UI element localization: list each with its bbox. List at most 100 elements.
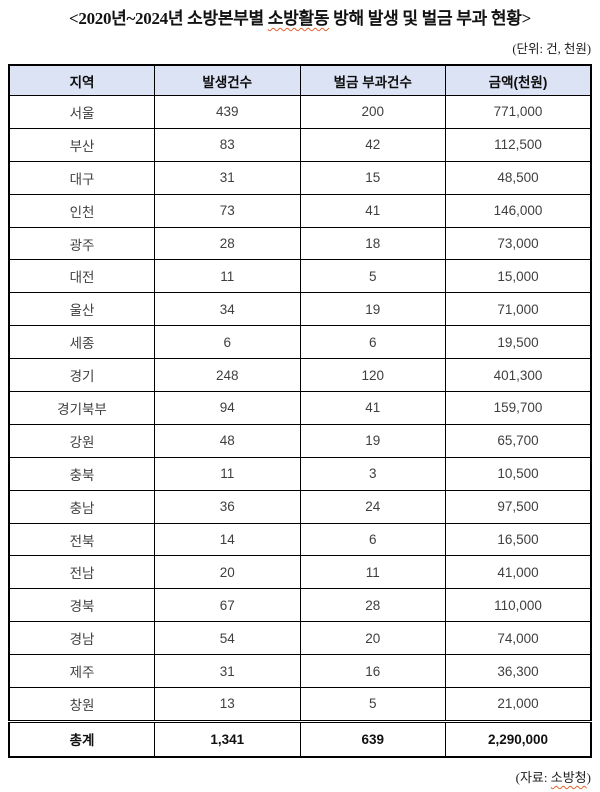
- table-footer: 총계 1,341 639 2,290,000: [8, 719, 592, 758]
- occurrences-cell: 11: [154, 259, 301, 294]
- page-title: <2020년~2024년 소방본부별 소방활동 방해 발생 및 벌금 부과 현황…: [8, 6, 592, 32]
- table-header: 지역 발생건수 벌금 부과건수 금액(천원): [8, 64, 592, 96]
- region-cell: 전남: [8, 555, 155, 590]
- fine-cases-cell: 16: [299, 654, 446, 689]
- table-row: 전북 14 6 16,500: [8, 522, 592, 557]
- amount-cell: 73,000: [445, 226, 592, 261]
- column-header-amount: 금액(천원): [445, 64, 592, 96]
- region-cell: 울산: [8, 292, 155, 327]
- table-row: 대구 31 15 48,500: [8, 160, 592, 195]
- table-row: 서울 439 200 771,000: [8, 95, 592, 129]
- column-header-fine-cases: 벌금 부과건수: [299, 64, 446, 96]
- region-cell: 서울: [8, 95, 155, 129]
- total-row: 총계 1,341 639 2,290,000: [8, 719, 592, 758]
- region-cell: 전북: [8, 522, 155, 557]
- table-row: 경기북부 94 41 159,700: [8, 391, 592, 425]
- occurrences-cell: 48: [154, 423, 301, 458]
- amount-cell: 21,000: [445, 687, 592, 722]
- region-cell: 인천: [8, 193, 155, 228]
- table-row: 세종 6 6 19,500: [8, 325, 592, 360]
- occurrences-cell: 14: [154, 522, 301, 557]
- occurrences-cell: 36: [154, 489, 301, 524]
- occurrences-cell: 31: [154, 654, 301, 689]
- occurrences-cell: 31: [154, 160, 301, 195]
- table-row: 전남 20 11 41,000: [8, 555, 592, 590]
- amount-cell: 48,500: [445, 160, 592, 195]
- region-cell: 경기: [8, 358, 155, 393]
- region-fine-table: 지역 발생건수 벌금 부과건수 금액(천원) 서울 439 200 771,000 부산…: [8, 64, 592, 758]
- region-cell: 대전: [8, 259, 155, 294]
- header-row: 지역 발생건수 벌금 부과건수 금액(천원): [8, 64, 592, 96]
- fine-cases-cell: 28: [299, 588, 446, 623]
- occurrences-cell: 83: [154, 127, 301, 162]
- amount-cell: 112,500: [445, 127, 592, 162]
- amount-cell: 19,500: [445, 325, 592, 360]
- table-row: 경북 67 28 110,000: [8, 588, 592, 623]
- source-note-spellchecked-word: 소방청: [550, 769, 587, 785]
- region-cell: 창원: [8, 687, 155, 722]
- unit-note: (단위: 건, 천원): [512, 42, 591, 56]
- source-note-part1: (자료:: [515, 769, 551, 785]
- table-row: 부산 83 42 112,500: [8, 127, 592, 162]
- table-row: 제주 31 16 36,300: [8, 654, 592, 689]
- table-row: 강원 48 19 65,700: [8, 423, 592, 458]
- region-cell: 대구: [8, 160, 155, 195]
- occurrences-cell: 94: [154, 391, 301, 425]
- page-title-part1: <2020년~2024년 소방본부별: [68, 9, 268, 28]
- amount-cell: 146,000: [445, 193, 592, 228]
- occurrences-cell: 439: [154, 95, 301, 129]
- amount-cell: 16,500: [445, 522, 592, 557]
- table-row: 창원 13 5 21,000: [8, 687, 592, 722]
- fine-cases-cell: 5: [299, 259, 446, 294]
- table-row: 충남 36 24 97,500: [8, 489, 592, 524]
- region-cell: 충북: [8, 456, 155, 491]
- fine-cases-cell: 19: [299, 423, 446, 458]
- region-cell: 경기북부: [8, 391, 155, 425]
- total-amount-cell: 2,290,000: [445, 719, 592, 758]
- table-row: 인천 73 41 146,000: [8, 193, 592, 228]
- fine-cases-cell: 6: [299, 522, 446, 557]
- amount-cell: 771,000: [445, 95, 592, 129]
- amount-cell: 15,000: [445, 259, 592, 294]
- table-row: 경기 248 120 401,300: [8, 358, 592, 393]
- fine-cases-cell: 18: [299, 226, 446, 261]
- amount-cell: 97,500: [445, 489, 592, 524]
- region-cell: 부산: [8, 127, 155, 162]
- table-row: 경남 54 20 74,000: [8, 621, 592, 656]
- fine-cases-cell: 20: [299, 621, 446, 656]
- fine-cases-cell: 5: [299, 687, 446, 722]
- region-cell: 경남: [8, 621, 155, 656]
- fine-cases-cell: 6: [299, 325, 446, 360]
- table-row: 울산 34 19 71,000: [8, 292, 592, 327]
- column-header-occurrences: 발생건수: [154, 64, 301, 96]
- fine-cases-cell: 42: [299, 127, 446, 162]
- occurrences-cell: 54: [154, 621, 301, 656]
- fine-cases-cell: 15: [299, 160, 446, 195]
- region-cell: 제주: [8, 654, 155, 689]
- occurrences-cell: 13: [154, 687, 301, 722]
- total-fine-cases-cell: 639: [299, 719, 446, 758]
- region-cell: 강원: [8, 423, 155, 458]
- table-row: 광주 28 18 73,000: [8, 226, 592, 261]
- source-note: (자료: 소방청): [8, 767, 591, 786]
- fine-cases-cell: 11: [299, 555, 446, 590]
- region-cell: 충남: [8, 489, 155, 524]
- occurrences-cell: 67: [154, 588, 301, 623]
- table-row: 대전 11 5 15,000: [8, 259, 592, 294]
- occurrences-cell: 73: [154, 193, 301, 228]
- region-cell: 광주: [8, 226, 155, 261]
- source-note-part2: ): [586, 769, 591, 785]
- fine-cases-cell: 200: [299, 95, 446, 129]
- amount-cell: 10,500: [445, 456, 592, 491]
- amount-cell: 159,700: [445, 391, 592, 425]
- page-title-part2: 방해 발생 및 벌금 부과 현황>: [329, 9, 531, 28]
- region-cell: 세종: [8, 325, 155, 360]
- occurrences-cell: 11: [154, 456, 301, 491]
- total-occurrences-cell: 1,341: [154, 719, 301, 758]
- amount-cell: 41,000: [445, 555, 592, 590]
- table-body: 서울 439 200 771,000 부산 83 42 112,500 대구 31 15 48,500…: [8, 95, 592, 722]
- occurrences-cell: 6: [154, 325, 301, 360]
- total-label-cell: 총계: [8, 719, 155, 758]
- column-header-region: 지역: [8, 64, 155, 96]
